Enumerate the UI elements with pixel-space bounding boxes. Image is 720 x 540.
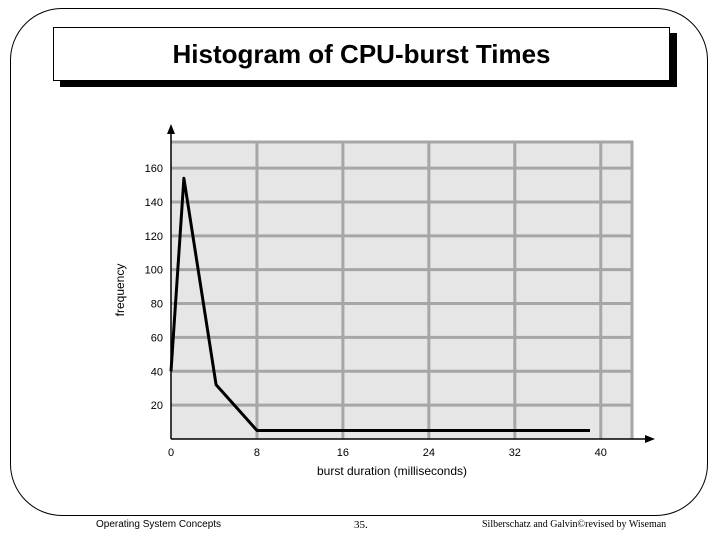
x-tick-label: 24 <box>423 447 435 459</box>
x-tick-label: 8 <box>254 447 260 459</box>
footer-page-number: 35. <box>354 519 368 531</box>
slide-title: Histogram of CPU-burst Times <box>172 38 551 69</box>
y-tick-label: 20 <box>151 400 163 412</box>
axes <box>167 124 655 443</box>
y-axis-label: frequency <box>113 264 127 317</box>
y-axis-arrow <box>167 124 175 134</box>
series-line <box>169 176 590 432</box>
y-tick-label: 160 <box>145 163 163 175</box>
x-axis-label: burst duration (milliseconds) <box>317 464 467 478</box>
footer-course: Operating System Concepts <box>96 519 222 530</box>
x-axis-arrow <box>645 435 655 443</box>
x-tick-label: 40 <box>595 447 607 459</box>
tick-labels: 0 8 16 24 32 40 20 40 60 80 100 120 140 160 <box>145 163 607 459</box>
y-tick-label: 120 <box>145 231 163 243</box>
y-tick-label: 60 <box>151 332 163 344</box>
y-tick-label: 80 <box>151 299 163 311</box>
grid-lines <box>171 140 634 439</box>
y-tick-label: 100 <box>145 265 163 277</box>
y-tick-label: 140 <box>145 197 163 209</box>
x-tick-label: 0 <box>168 447 174 459</box>
x-tick-label: 16 <box>337 447 349 459</box>
series-layer <box>169 176 590 432</box>
slide-frame <box>10 8 708 516</box>
footer-credits: Silberschatz and Galvin©revised by Wisem… <box>482 519 667 530</box>
x-tick-label: 32 <box>509 447 521 459</box>
plot-background <box>171 141 633 439</box>
title-box: Histogram of CPU-burst Times <box>53 27 670 81</box>
y-tick-label: 40 <box>151 366 163 378</box>
